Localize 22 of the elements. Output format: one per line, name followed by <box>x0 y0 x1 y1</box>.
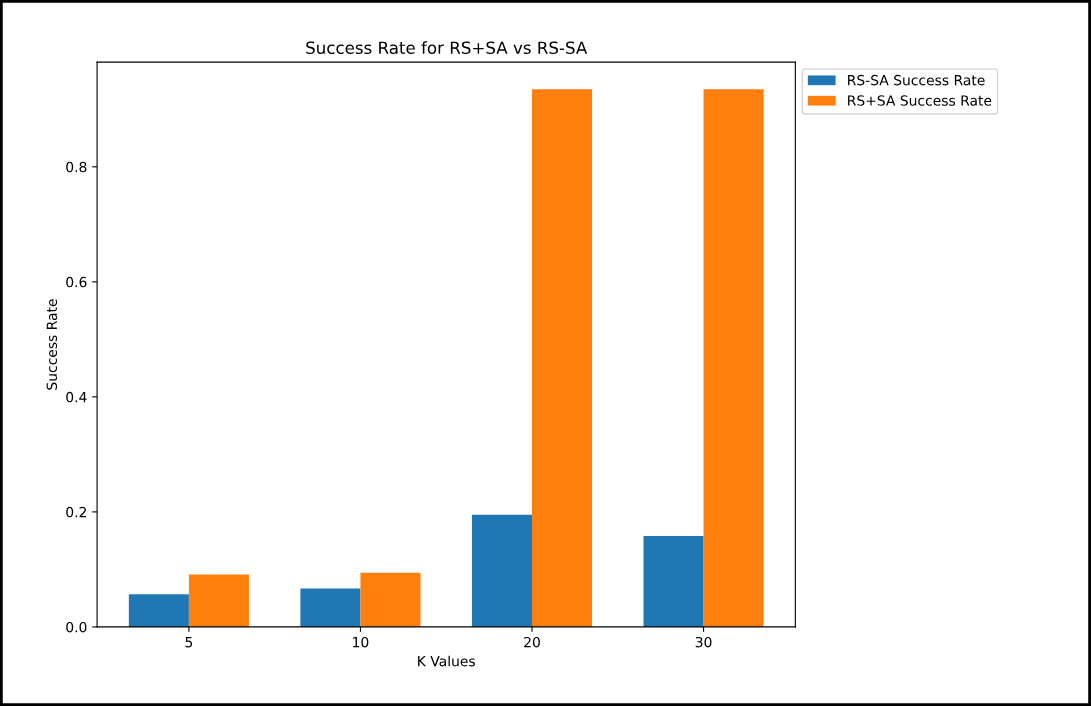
bar <box>128 594 189 627</box>
y-tick-label: 0.4 <box>66 391 87 403</box>
x-tick-label: 30 <box>695 636 712 648</box>
bar <box>188 574 249 627</box>
bar <box>532 89 593 627</box>
bar <box>703 89 764 627</box>
x-axis-title: K Values <box>418 655 475 667</box>
y-tick-label: 0.8 <box>66 161 87 173</box>
bar <box>360 572 421 627</box>
y-tick-label: 0.0 <box>66 621 87 633</box>
chart-title: Success Rate for RS+SA vs RS-SA <box>306 41 588 55</box>
bar <box>300 588 361 627</box>
x-tick-label: 10 <box>353 636 369 648</box>
legend-label: RS-SA Success Rate <box>848 74 985 86</box>
y-axis-title: Success Rate <box>46 299 58 390</box>
bar <box>643 536 704 627</box>
y-tick-label: 0.6 <box>66 276 87 288</box>
x-tick-label: 20 <box>524 636 540 648</box>
x-tick-label: 5 <box>185 637 193 648</box>
bar <box>471 514 532 627</box>
y-tick-label: 0.2 <box>66 506 86 518</box>
legend-label: RS+SA Success Rate <box>848 95 992 106</box>
